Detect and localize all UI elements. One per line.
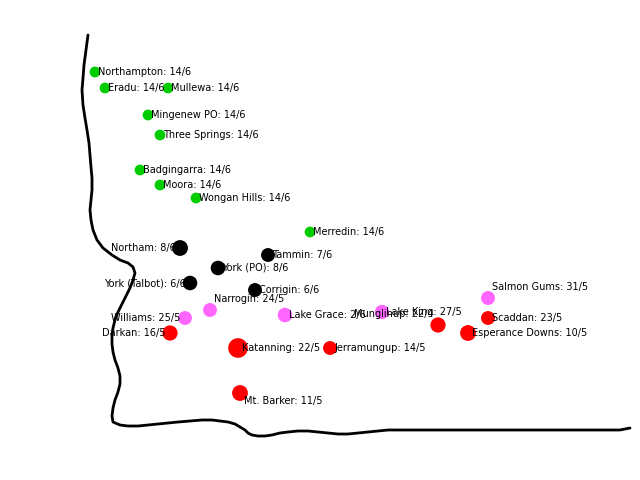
- Point: [135, 166, 145, 174]
- Point: [90, 68, 100, 76]
- Text: Corrigin: 6/6: Corrigin: 6/6: [259, 285, 319, 295]
- Point: [325, 344, 335, 352]
- Text: Moora: 14/6: Moora: 14/6: [163, 180, 221, 190]
- Text: Williams: 25/5: Williams: 25/5: [111, 313, 181, 323]
- Point: [305, 228, 315, 236]
- Text: Scaddan: 23/5: Scaddan: 23/5: [492, 313, 563, 323]
- Point: [377, 308, 387, 316]
- Text: Munglinup: 22/4: Munglinup: 22/4: [354, 309, 434, 319]
- Text: Mullewa: 14/6: Mullewa: 14/6: [171, 83, 239, 93]
- Text: Salmon Gums: 31/5: Salmon Gums: 31/5: [492, 282, 588, 292]
- Text: Narrogin: 24/5: Narrogin: 24/5: [214, 294, 284, 304]
- Point: [143, 111, 153, 119]
- Point: [155, 181, 165, 189]
- Point: [483, 314, 493, 322]
- Point: [155, 131, 165, 139]
- Point: [280, 311, 290, 319]
- Text: Mingenew PO: 14/6: Mingenew PO: 14/6: [151, 110, 245, 120]
- Text: Esperance Downs: 10/5: Esperance Downs: 10/5: [472, 328, 588, 338]
- Point: [235, 389, 245, 397]
- Text: York (Talbot): 6/6: York (Talbot): 6/6: [104, 278, 186, 288]
- Point: [213, 264, 223, 272]
- Point: [100, 84, 110, 92]
- Text: Katanning: 22/5: Katanning: 22/5: [242, 343, 320, 353]
- Point: [463, 329, 473, 337]
- Text: Lake King: 27/5: Lake King: 27/5: [386, 307, 462, 317]
- Text: Merredin: 14/6: Merredin: 14/6: [313, 227, 384, 237]
- Text: Eradu: 14/6: Eradu: 14/6: [108, 83, 164, 93]
- Text: York (PO): 8/6: York (PO): 8/6: [222, 263, 289, 273]
- Point: [263, 251, 273, 259]
- Text: Badgingarra: 14/6: Badgingarra: 14/6: [143, 165, 231, 175]
- Text: Three Springs: 14/6: Three Springs: 14/6: [163, 130, 259, 140]
- Point: [175, 244, 185, 252]
- Point: [191, 194, 201, 202]
- Text: Northam: 8/6: Northam: 8/6: [111, 243, 176, 253]
- Text: Northampton: 14/6: Northampton: 14/6: [98, 67, 191, 77]
- Point: [185, 279, 195, 287]
- Text: Mt. Barker: 11/5: Mt. Barker: 11/5: [244, 396, 323, 407]
- Point: [180, 314, 190, 322]
- Text: Lake Grace: 2/6: Lake Grace: 2/6: [289, 310, 366, 320]
- Point: [250, 286, 260, 294]
- Point: [205, 306, 215, 314]
- Point: [165, 329, 175, 337]
- Text: Wongan Hills: 14/6: Wongan Hills: 14/6: [199, 193, 290, 203]
- Point: [483, 294, 493, 302]
- Text: Jerramungup: 14/5: Jerramungup: 14/5: [334, 343, 426, 353]
- Point: [433, 321, 443, 329]
- Point: [233, 344, 243, 352]
- Text: Tammin: 7/6: Tammin: 7/6: [272, 250, 332, 260]
- Text: Darkan: 16/5: Darkan: 16/5: [102, 328, 166, 338]
- Point: [163, 84, 173, 92]
